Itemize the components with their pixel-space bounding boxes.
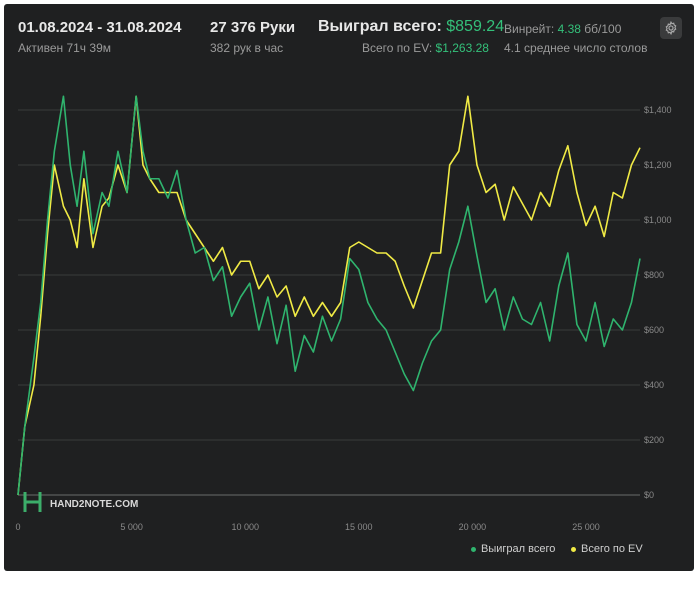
x-tick-label: 0 — [15, 522, 20, 532]
avg-tables: 4.1 среднее число столов — [504, 41, 648, 55]
won-total-label: Выиграл всего: — [318, 18, 442, 35]
legend-label-won: Выиграл всего — [481, 543, 556, 555]
x-axis-ticks: 0 5 000 10 000 15 000 20 000 25 000 — [15, 522, 599, 532]
gear-icon — [665, 21, 677, 35]
series-line — [17, 95, 641, 496]
y-tick-label: $1,400 — [644, 105, 672, 115]
y-tick-label: $1,000 — [644, 215, 672, 225]
line-chart: HAND2NOTE.COM $0 $200 $400 $600 $800 $1,000 $1… — [15, 95, 672, 532]
graph-panel: 01.08.2024 - 31.08.2024 Активен 71ч 39м … — [4, 4, 694, 571]
legend-label-ev: Всего по EV — [581, 543, 643, 555]
x-tick-label: 5 000 — [120, 522, 143, 532]
winrate-value: 4.38 — [557, 22, 581, 36]
legend-dot-won — [471, 546, 476, 552]
ev-total-label: Всего по EV: — [362, 41, 433, 55]
ev-total: Всего по EV: $1,263.28 — [362, 41, 489, 55]
x-tick-label: 25 000 — [572, 522, 600, 532]
winrate-unit: бб/100 — [584, 22, 622, 36]
winrate-label: Винрейт: — [504, 22, 555, 36]
winrate: Винрейт: 4.38 бб/100 — [504, 22, 621, 36]
hand2note-logo-icon — [23, 492, 42, 512]
y-tick-label: $400 — [644, 380, 664, 390]
series-line — [17, 95, 641, 496]
y-axis-ticks: $0 $200 $400 $600 $800 $1,000 $1,200 $1,400 — [644, 105, 672, 500]
chart-series — [17, 95, 641, 496]
legend-item-won[interactable]: Выиграл всего — [471, 543, 555, 555]
stats-header: 01.08.2024 - 31.08.2024 Активен 71ч 39м … — [4, 4, 694, 64]
hands-per-hour: 382 рук в час — [210, 41, 284, 55]
y-tick-label: $0 — [644, 490, 654, 500]
x-tick-label: 15 000 — [345, 522, 373, 532]
y-tick-label: $600 — [644, 325, 664, 335]
y-tick-label: $800 — [644, 270, 664, 280]
date-range[interactable]: 01.08.2024 - 31.08.2024 — [18, 19, 182, 36]
y-tick-label: $200 — [644, 435, 664, 445]
y-tick-label: $1,200 — [644, 160, 672, 170]
x-tick-label: 10 000 — [231, 522, 259, 532]
ev-total-value: $1,263.28 — [435, 41, 489, 55]
active-time: Активен 71ч 39м — [18, 41, 111, 55]
won-total-value: $859.24 — [446, 18, 505, 35]
chart-grid — [18, 109, 640, 496]
watermark: HAND2NOTE.COM — [23, 492, 138, 512]
won-total: Выиграл всего: $859.24 — [318, 18, 504, 36]
legend-dot-ev — [571, 546, 576, 552]
legend-item-ev[interactable]: Всего по EV — [571, 543, 643, 555]
hands-count: 27 376 Руки — [210, 19, 296, 36]
x-tick-label: 20 000 — [459, 522, 487, 532]
watermark-text: HAND2NOTE.COM — [50, 499, 138, 510]
settings-button[interactable] — [660, 17, 682, 39]
